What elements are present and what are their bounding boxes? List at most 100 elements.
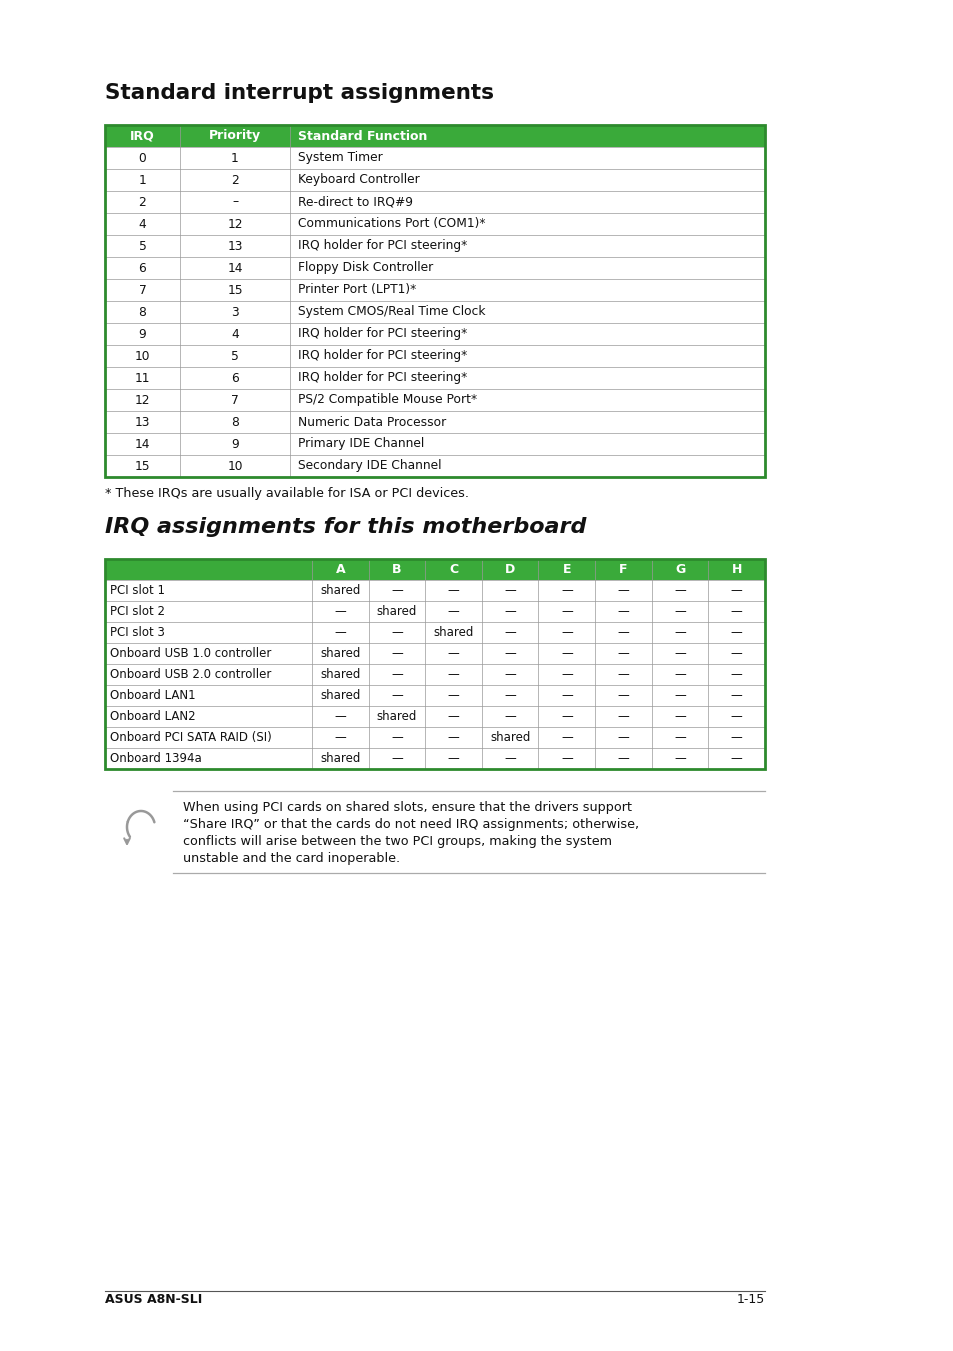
Text: Re-direct to IRQ#9: Re-direct to IRQ#9	[297, 196, 413, 208]
Text: When using PCI cards on shared slots, ensure that the drivers support: When using PCI cards on shared slots, en…	[183, 801, 631, 815]
Text: shared: shared	[433, 626, 474, 639]
Text: IRQ holder for PCI steering*: IRQ holder for PCI steering*	[297, 239, 467, 253]
Text: C: C	[449, 563, 457, 576]
Text: shared: shared	[376, 711, 416, 723]
Text: —: —	[447, 647, 459, 661]
Text: Standard Function: Standard Function	[297, 130, 427, 142]
Bar	[105, 559, 764, 580]
Text: —: —	[560, 689, 572, 703]
Text: 4: 4	[231, 327, 238, 340]
Text: shared: shared	[320, 647, 360, 661]
Text: —: —	[674, 689, 685, 703]
Text: —: —	[560, 731, 572, 744]
Text: —: —	[447, 711, 459, 723]
Text: —: —	[617, 605, 629, 617]
Text: 15: 15	[134, 459, 151, 473]
Text: Communications Port (COM1)*: Communications Port (COM1)*	[297, 218, 485, 231]
Text: —: —	[674, 626, 685, 639]
Text: —: —	[504, 605, 516, 617]
Text: —: —	[504, 626, 516, 639]
Text: PCI slot 2: PCI slot 2	[110, 605, 165, 617]
Text: 6: 6	[138, 262, 146, 274]
Text: 1: 1	[138, 173, 146, 186]
Text: PCI slot 1: PCI slot 1	[110, 584, 165, 597]
Text: G: G	[674, 563, 684, 576]
Text: —: —	[674, 605, 685, 617]
Text: Onboard LAN1: Onboard LAN1	[110, 689, 195, 703]
Text: Secondary IDE Channel: Secondary IDE Channel	[297, 459, 441, 473]
Text: —: —	[447, 667, 459, 681]
Text: 1: 1	[231, 151, 238, 165]
Text: —: —	[447, 731, 459, 744]
Text: IRQ holder for PCI steering*: IRQ holder for PCI steering*	[297, 327, 467, 340]
Text: 8: 8	[231, 416, 238, 428]
Text: 11: 11	[134, 372, 150, 385]
Text: —: —	[730, 626, 741, 639]
Text: Primary IDE Channel: Primary IDE Channel	[297, 438, 424, 450]
Text: unstable and the card inoperable.: unstable and the card inoperable.	[183, 852, 399, 865]
Text: —: —	[560, 711, 572, 723]
Text: —: —	[730, 667, 741, 681]
Text: —: —	[391, 753, 402, 765]
Text: PS/2 Compatible Mouse Port*: PS/2 Compatible Mouse Port*	[297, 393, 476, 407]
Text: —: —	[617, 667, 629, 681]
Text: IRQ holder for PCI steering*: IRQ holder for PCI steering*	[297, 350, 467, 362]
Bar	[105, 126, 764, 147]
Text: —: —	[391, 626, 402, 639]
Text: —: —	[730, 711, 741, 723]
Text: 5: 5	[138, 239, 146, 253]
Text: —: —	[674, 731, 685, 744]
Text: System Timer: System Timer	[297, 151, 382, 165]
Text: 8: 8	[138, 305, 146, 319]
Text: —: —	[335, 731, 346, 744]
Text: 10: 10	[134, 350, 150, 362]
Text: H: H	[731, 563, 741, 576]
Text: Onboard USB 2.0 controller: Onboard USB 2.0 controller	[110, 667, 271, 681]
Text: IRQ holder for PCI steering*: IRQ holder for PCI steering*	[297, 372, 467, 385]
Text: —: —	[617, 731, 629, 744]
Text: Onboard USB 1.0 controller: Onboard USB 1.0 controller	[110, 647, 271, 661]
Text: —: —	[560, 626, 572, 639]
Text: —: —	[504, 689, 516, 703]
Text: —: —	[560, 584, 572, 597]
Text: 2: 2	[231, 173, 238, 186]
Text: —: —	[391, 584, 402, 597]
Text: 7: 7	[138, 284, 146, 296]
Text: 15: 15	[227, 284, 243, 296]
Text: —: —	[617, 711, 629, 723]
Text: 4: 4	[138, 218, 146, 231]
Text: Printer Port (LPT1)*: Printer Port (LPT1)*	[297, 284, 416, 296]
Text: —: —	[617, 753, 629, 765]
Text: —: —	[730, 647, 741, 661]
Bar	[105, 559, 764, 769]
Text: —: —	[674, 647, 685, 661]
Text: F: F	[618, 563, 627, 576]
Text: —: —	[617, 647, 629, 661]
Text: shared: shared	[320, 689, 360, 703]
Text: IRQ assignments for this motherboard: IRQ assignments for this motherboard	[105, 517, 586, 536]
Text: —: —	[391, 647, 402, 661]
Text: –: –	[232, 196, 238, 208]
Text: ASUS A8N-SLI: ASUS A8N-SLI	[105, 1293, 202, 1306]
Text: —: —	[504, 753, 516, 765]
Text: Standard interrupt assignments: Standard interrupt assignments	[105, 82, 494, 103]
Text: 14: 14	[134, 438, 150, 450]
Text: —: —	[504, 647, 516, 661]
Text: PCI slot 3: PCI slot 3	[110, 626, 165, 639]
Text: Priority: Priority	[209, 130, 261, 142]
Text: 1-15: 1-15	[736, 1293, 764, 1306]
Text: “Share IRQ” or that the cards do not need IRQ assignments; otherwise,: “Share IRQ” or that the cards do not nee…	[183, 817, 639, 831]
Text: —: —	[674, 753, 685, 765]
Text: Onboard 1394a: Onboard 1394a	[110, 753, 201, 765]
Text: D: D	[504, 563, 515, 576]
Text: conflicts will arise between the two PCI groups, making the system: conflicts will arise between the two PCI…	[183, 835, 612, 848]
Text: Onboard PCI SATA RAID (SI): Onboard PCI SATA RAID (SI)	[110, 731, 272, 744]
Text: 14: 14	[227, 262, 242, 274]
Text: IRQ: IRQ	[130, 130, 154, 142]
Text: —: —	[447, 753, 459, 765]
Text: —: —	[391, 731, 402, 744]
Text: —: —	[560, 667, 572, 681]
Text: 3: 3	[231, 305, 238, 319]
Text: shared: shared	[320, 667, 360, 681]
Text: shared: shared	[320, 584, 360, 597]
